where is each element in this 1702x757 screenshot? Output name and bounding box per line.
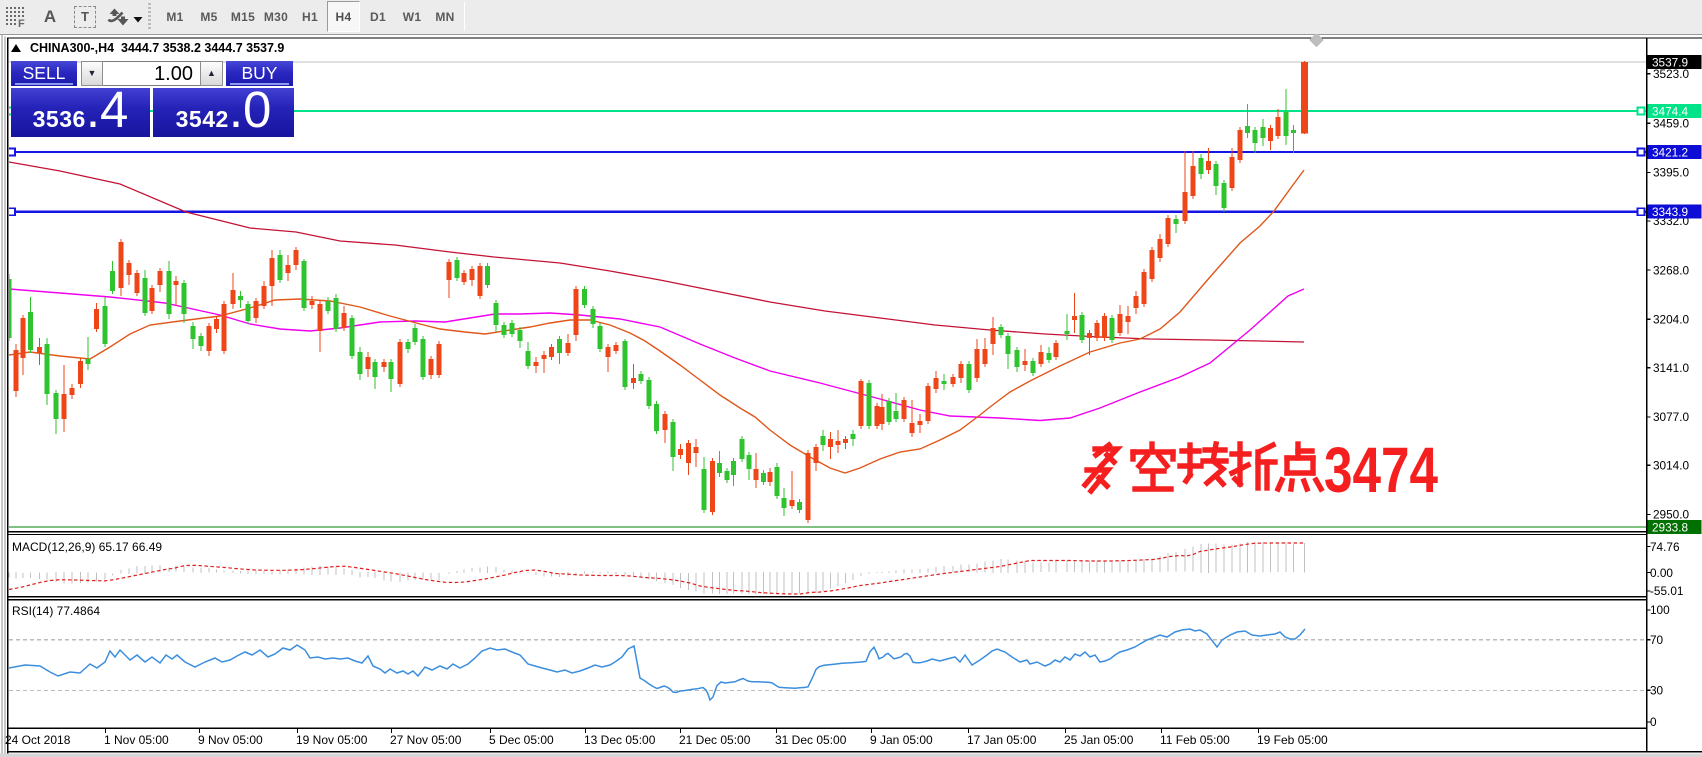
svg-text:24 Oct 2018: 24 Oct 2018 [5,733,71,747]
svg-text:19 Feb 05:00: 19 Feb 05:00 [1257,733,1328,747]
svg-text:31 Dec 05:00: 31 Dec 05:00 [775,733,847,747]
svg-text:3395.0: 3395.0 [1653,166,1690,180]
svg-text:100: 100 [1650,603,1670,617]
svg-text:11 Feb 05:00: 11 Feb 05:00 [1160,733,1230,747]
svg-text:1 Nov 05:00: 1 Nov 05:00 [104,733,169,747]
svg-text:25 Jan 05:00: 25 Jan 05:00 [1064,733,1134,747]
svg-text:-55.01: -55.01 [1650,584,1683,598]
svg-text:17 Jan 05:00: 17 Jan 05:00 [967,733,1037,747]
svg-text:3141.0: 3141.0 [1653,361,1690,375]
svg-text:3077.0: 3077.0 [1653,410,1690,424]
svg-text:3343.9: 3343.9 [1652,205,1688,219]
svg-text:3474.4: 3474.4 [1652,104,1689,118]
svg-text:0.00: 0.00 [1650,566,1673,580]
svg-text:21 Dec 05:00: 21 Dec 05:00 [679,733,751,747]
svg-text:27 Nov 05:00: 27 Nov 05:00 [390,733,462,747]
svg-text:2950.0: 2950.0 [1653,508,1690,522]
svg-text:RSI(14) 77.4864: RSI(14) 77.4864 [12,604,100,618]
svg-text:9 Nov 05:00: 9 Nov 05:00 [198,733,263,747]
svg-text:70: 70 [1650,633,1664,647]
svg-text:3459.0: 3459.0 [1653,116,1690,130]
svg-text:3204.0: 3204.0 [1653,313,1690,327]
svg-text:MACD(12,26,9) 65.17 66.49: MACD(12,26,9) 65.17 66.49 [12,540,162,554]
svg-text:74.76: 74.76 [1650,540,1680,554]
svg-text:0: 0 [1650,715,1657,729]
svg-text:30: 30 [1650,684,1664,698]
svg-text:5 Dec 05:00: 5 Dec 05:00 [489,733,554,747]
svg-text:3421.2: 3421.2 [1652,145,1688,159]
svg-text:3537.9: 3537.9 [1652,55,1688,69]
svg-text:3268.0: 3268.0 [1653,263,1690,277]
svg-text:13 Dec 05:00: 13 Dec 05:00 [584,733,656,747]
svg-text:3523.0: 3523.0 [1653,67,1690,81]
svg-text:9 Jan 05:00: 9 Jan 05:00 [870,733,933,747]
svg-text:3014.0: 3014.0 [1653,459,1690,473]
svg-text:3474: 3474 [1324,434,1438,506]
svg-text:19 Nov 05:00: 19 Nov 05:00 [296,733,368,747]
svg-text:2933.8: 2933.8 [1652,520,1689,534]
svg-text:F: F [18,18,25,29]
